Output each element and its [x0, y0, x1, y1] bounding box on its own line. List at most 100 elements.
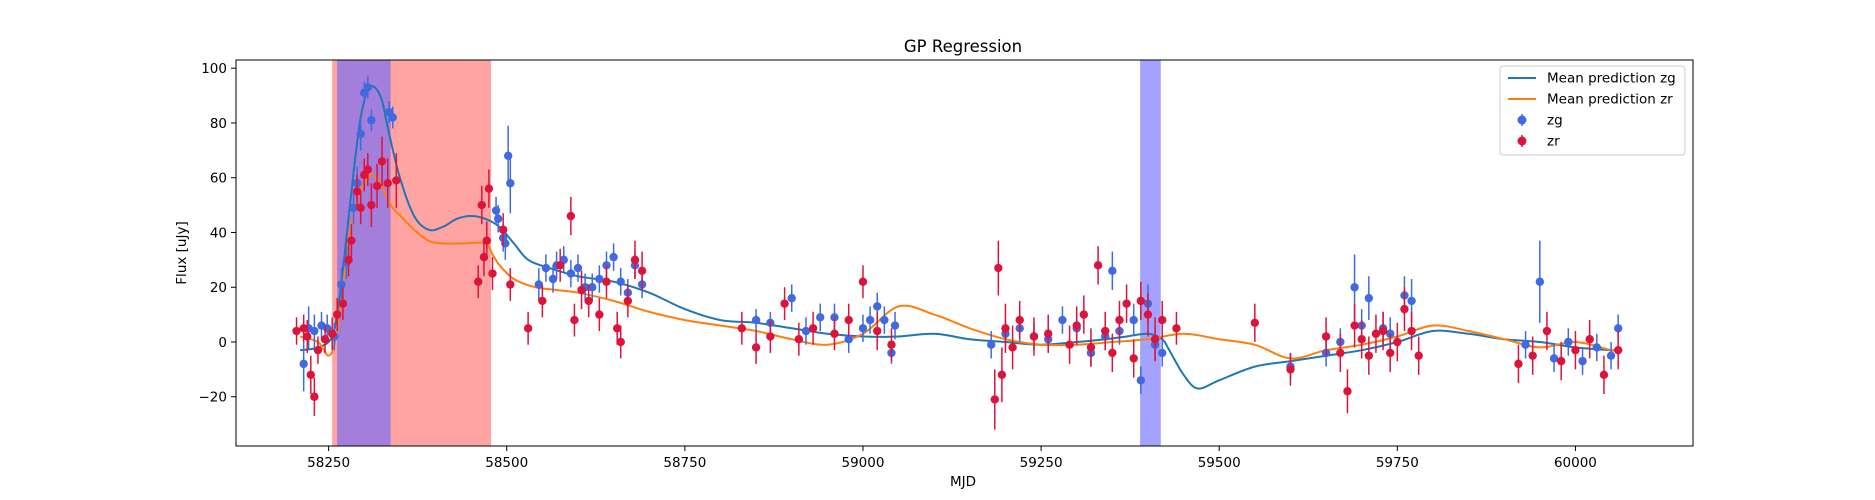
zr-data-point: [327, 329, 337, 338]
zr-data-point: [1378, 326, 1388, 336]
zg-data-point: [609, 252, 618, 262]
x-tick-label: 58750: [663, 455, 706, 471]
zg-data-point: [1549, 354, 1559, 363]
zr-data-point: [367, 200, 376, 210]
zr-data-point: [1150, 335, 1160, 344]
mean-prediction-lines: [299, 85, 1619, 390]
zg-data-point: [844, 335, 853, 344]
zr-data-point: [616, 337, 625, 347]
zr-data-point: [737, 324, 747, 333]
zg-data-point: [573, 263, 583, 273]
zr-data-point: [1108, 348, 1117, 358]
zr-data-point: [1086, 343, 1096, 352]
zr-data-point: [1336, 348, 1345, 358]
zr-data-point: [997, 370, 1007, 380]
zg-data-point: [1606, 351, 1616, 360]
zg-data-point: [801, 326, 811, 336]
zg-data-point: [1158, 348, 1167, 358]
zr-data-point: [1400, 304, 1409, 314]
zr-data-point: [310, 392, 319, 401]
zr-data-point: [344, 255, 353, 265]
zg-data-point: [541, 263, 551, 273]
x-tick-label: 58250: [307, 455, 350, 471]
zr-data-point: [1093, 261, 1103, 270]
zr-data-point: [1143, 310, 1153, 319]
zr-data-point: [377, 157, 387, 166]
zr-data-point: [1407, 326, 1416, 336]
zr-data-point: [1393, 337, 1402, 347]
zr-data-point: [1115, 315, 1124, 325]
zr-data-point: [584, 296, 593, 306]
zr-data-point: [1065, 340, 1074, 349]
zg-data-point: [566, 269, 576, 278]
zg-mean-prediction-line: [299, 85, 1619, 390]
zr-data-point: [292, 326, 301, 336]
zg-data-point: [987, 340, 996, 349]
zg-data-point: [1407, 296, 1416, 306]
zg-data-point: [1364, 293, 1374, 303]
y-tick-label: 80: [210, 116, 227, 132]
zr-data-point: [612, 324, 622, 333]
zr-data-point: [887, 340, 896, 349]
zr-data-point: [1343, 387, 1352, 396]
zg-data-point: [751, 315, 761, 325]
zr-data-point: [1357, 335, 1366, 344]
x-tick-label: 58500: [485, 455, 528, 471]
zr-data-point: [1044, 329, 1053, 338]
zg-data-point: [1535, 277, 1545, 286]
zr-data-point: [1528, 351, 1537, 360]
zr-data-point: [1122, 299, 1131, 308]
zr-data-point: [506, 280, 515, 289]
zr-data-point: [363, 165, 373, 174]
zg-data-point: [858, 324, 868, 333]
zr-data-point: [566, 211, 576, 221]
zr-data-point: [320, 335, 330, 344]
zr-data-point: [356, 203, 365, 213]
zr-data-point: [538, 296, 547, 306]
zg-data-point: [349, 203, 358, 213]
zg-data-point: [1129, 315, 1138, 325]
zr-data-point: [392, 176, 401, 185]
zg-data-point: [548, 274, 558, 284]
zr-data-point: [1101, 326, 1110, 336]
zr-data-point: [1015, 315, 1024, 325]
zr-data-point: [1321, 332, 1331, 341]
zr-data-point: [498, 225, 508, 234]
zr-data-point: [477, 200, 487, 210]
zr-data-point: [1350, 321, 1359, 330]
zg-data-point: [534, 280, 543, 289]
y-tick-label: 100: [201, 61, 227, 77]
zg-data-point: [363, 83, 373, 92]
data-points: [292, 76, 1623, 430]
zr-data-point: [482, 236, 491, 245]
zr-points-series: [292, 136, 1623, 430]
zg-data-point: [1613, 324, 1623, 333]
x-axis-label: MJD: [950, 474, 976, 490]
zr-data-point: [570, 315, 579, 325]
y-tick-label: −20: [199, 390, 228, 406]
zr-data-point: [383, 178, 392, 188]
zr-data-point: [347, 236, 356, 245]
zr-data-point: [577, 285, 586, 295]
zg-data-point: [787, 293, 796, 303]
x-tick-label: 59250: [1020, 455, 1063, 471]
zg-data-point: [865, 315, 875, 325]
zr-data-point: [1371, 329, 1381, 338]
zg-data-point: [880, 315, 889, 325]
y-tick-label: 60: [210, 171, 227, 187]
zr-data-point: [1386, 348, 1395, 358]
zr-data-point: [766, 332, 775, 341]
zr-data-point: [844, 315, 853, 325]
zr-data-point: [1250, 318, 1260, 328]
zr-data-point: [1079, 310, 1089, 319]
zg-data-point: [491, 206, 501, 215]
legend: Mean prediction zg Mean prediction zr zg…: [1499, 65, 1686, 156]
zg-data-point: [1592, 343, 1602, 352]
legend-frame: [1499, 65, 1686, 156]
zg-data-point: [356, 129, 365, 139]
zr-data-point: [1072, 321, 1081, 330]
zr-data-point: [990, 395, 999, 404]
zr-data-point: [303, 332, 312, 341]
zg-data-point: [890, 321, 900, 330]
zr-data-point: [1286, 365, 1295, 374]
